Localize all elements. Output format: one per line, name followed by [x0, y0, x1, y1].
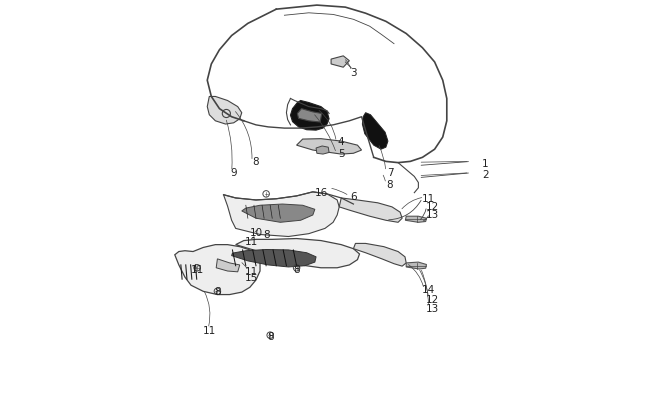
- Text: 14: 14: [422, 285, 435, 294]
- Polygon shape: [316, 147, 329, 155]
- Text: 8: 8: [214, 287, 221, 296]
- Text: 13: 13: [426, 210, 439, 220]
- Polygon shape: [406, 217, 426, 223]
- Polygon shape: [216, 259, 240, 272]
- Text: 8: 8: [253, 157, 259, 167]
- Text: 9: 9: [230, 167, 237, 177]
- Text: 11: 11: [203, 325, 216, 335]
- Polygon shape: [224, 192, 339, 237]
- Text: 6: 6: [350, 192, 357, 201]
- Polygon shape: [236, 239, 359, 268]
- Text: 13: 13: [426, 303, 439, 313]
- Polygon shape: [175, 245, 260, 295]
- Text: 10: 10: [250, 228, 263, 238]
- Polygon shape: [207, 97, 242, 125]
- Polygon shape: [354, 244, 406, 266]
- Polygon shape: [291, 101, 329, 131]
- Text: 8: 8: [263, 230, 270, 240]
- Text: 11: 11: [190, 264, 203, 274]
- Polygon shape: [231, 250, 316, 267]
- Text: 8: 8: [267, 331, 274, 341]
- Text: 11: 11: [245, 266, 259, 276]
- Text: 11: 11: [422, 194, 435, 203]
- Text: 2: 2: [482, 169, 489, 179]
- Polygon shape: [339, 198, 402, 223]
- Text: 7: 7: [387, 167, 393, 177]
- Text: 5: 5: [338, 149, 344, 159]
- Polygon shape: [298, 109, 322, 123]
- Polygon shape: [242, 205, 315, 223]
- Text: 8: 8: [293, 264, 300, 274]
- Text: 8: 8: [387, 179, 393, 189]
- Text: 15: 15: [245, 273, 259, 282]
- Text: 12: 12: [426, 295, 439, 305]
- Text: 4: 4: [338, 137, 344, 147]
- Polygon shape: [331, 57, 349, 68]
- Text: 1: 1: [482, 159, 489, 169]
- Polygon shape: [296, 139, 361, 155]
- Text: 16: 16: [315, 188, 328, 197]
- Text: 12: 12: [426, 202, 439, 211]
- Polygon shape: [362, 113, 388, 150]
- Text: 3: 3: [350, 68, 357, 78]
- Text: 11: 11: [245, 236, 259, 246]
- Polygon shape: [406, 262, 426, 269]
